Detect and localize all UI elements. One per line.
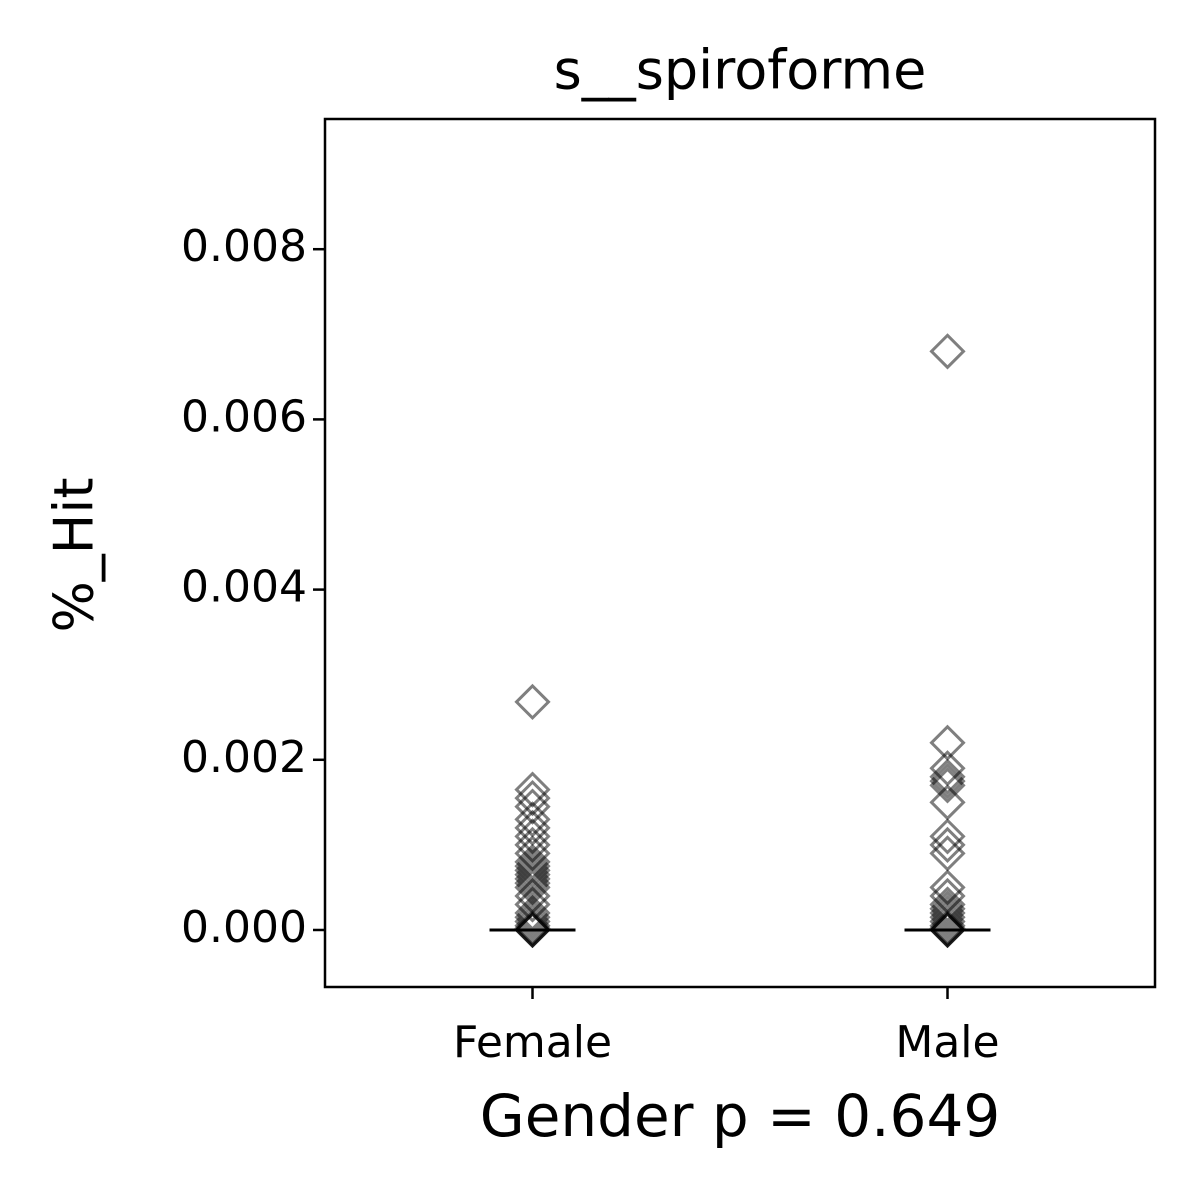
y-tick-label: 0.006 bbox=[181, 391, 307, 442]
point bbox=[929, 818, 966, 855]
point bbox=[514, 856, 551, 893]
point bbox=[929, 333, 966, 370]
y-tick-label: 0.002 bbox=[181, 732, 307, 783]
point bbox=[929, 890, 966, 927]
point bbox=[514, 779, 551, 817]
point bbox=[514, 903, 551, 940]
point bbox=[514, 848, 551, 885]
x-axis-label: Gender p = 0.649 bbox=[480, 1082, 1001, 1150]
point bbox=[514, 788, 551, 825]
y-tick-label: 0.008 bbox=[181, 221, 307, 272]
point bbox=[929, 767, 966, 804]
y-tick-label: 0.000 bbox=[181, 902, 307, 953]
point bbox=[514, 886, 551, 923]
point bbox=[929, 762, 966, 800]
point bbox=[929, 886, 966, 923]
plot-frame bbox=[323, 117, 1157, 989]
point bbox=[929, 907, 966, 944]
point bbox=[929, 903, 966, 940]
point bbox=[929, 826, 966, 864]
point bbox=[929, 911, 966, 949]
point bbox=[514, 771, 551, 808]
point bbox=[514, 907, 551, 944]
point bbox=[929, 758, 966, 795]
x-tick-label: Male bbox=[895, 1017, 999, 1068]
point bbox=[929, 899, 966, 936]
y-tick-label: 0.004 bbox=[181, 562, 307, 613]
y-axis-label: %_Hit bbox=[43, 477, 106, 632]
point bbox=[514, 683, 551, 721]
point bbox=[514, 911, 551, 949]
chart-title: s__spiroforme bbox=[554, 39, 927, 102]
x-tick-label: Female bbox=[453, 1017, 612, 1068]
point bbox=[514, 899, 551, 936]
